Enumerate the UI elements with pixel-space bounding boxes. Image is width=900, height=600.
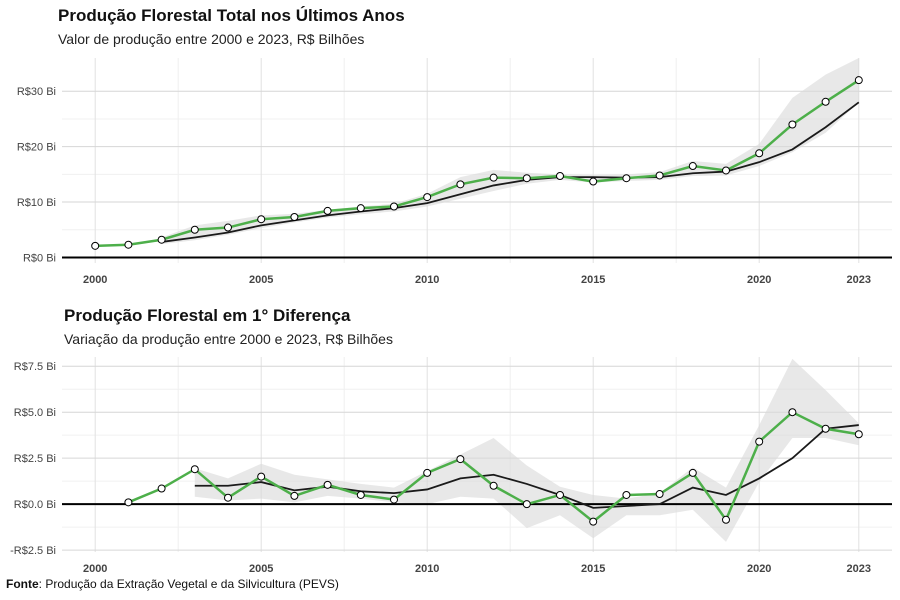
chart-1-point — [91, 241, 100, 250]
chart-1-point — [655, 171, 664, 180]
chart-1-x-tick-label: 2023 — [847, 274, 871, 286]
chart-2-point — [788, 408, 797, 417]
chart-2-point — [124, 498, 133, 507]
chart-1-point — [688, 162, 697, 171]
chart-1-point — [323, 206, 332, 215]
chart-2-x-tick-label: 2005 — [249, 563, 273, 575]
chart-1-point — [157, 235, 166, 244]
chart-1-point — [190, 225, 199, 234]
chart-2-point — [323, 480, 332, 489]
chart-1-title: Produção Florestal Total nos Últimos Ano… — [58, 6, 405, 25]
chart-1-point — [224, 223, 232, 232]
chart-1-point — [124, 240, 133, 249]
chart-2-point — [157, 484, 166, 493]
chart-2-point — [224, 493, 232, 502]
chart-1-point — [854, 76, 863, 85]
chart-2-y-tick-label: R$2.5 Bi — [14, 453, 56, 465]
chart-2-point — [190, 465, 199, 474]
chart-2-smoothed-line — [194, 424, 859, 509]
chart-1-plot: R$0 Bi R$10 Bi R$20 Bi R$30 Bi 2000 2005 2010 2… — [17, 58, 892, 286]
chart-2-point — [489, 481, 498, 490]
chart-2-y-tick-label: R$0.0 Bi — [14, 499, 56, 511]
chart-1-point — [456, 180, 465, 189]
chart-1-point — [390, 202, 398, 211]
chart-2-y-tick-label: R$5.0 Bi — [14, 407, 56, 419]
chart-1-x-tick-label: 2015 — [581, 274, 605, 286]
chart-1-x-tick-label: 2005 — [249, 274, 273, 286]
chart-2-point — [556, 490, 564, 499]
chart-1-point — [622, 174, 631, 183]
chart-1-point — [722, 166, 730, 175]
chart-1-y-tick-label: R$0 Bi — [23, 252, 56, 264]
chart-1-x-tick-label: 2010 — [415, 274, 439, 286]
chart-1-y-tick-label: R$20 Bi — [17, 142, 56, 154]
chart-2-point — [688, 468, 697, 477]
chart-1-x-tick-label: 2020 — [747, 274, 771, 286]
chart-2-point — [854, 430, 863, 439]
source-note: Fonte: Produção da Extração Vegetal e da… — [6, 577, 339, 591]
chart-2-y-tick-label: R$7.5 Bi — [14, 361, 56, 373]
chart-1-point — [423, 193, 432, 202]
chart-2-title: Produção Florestal em 1° Diferença — [64, 306, 351, 325]
chart-1-y-tick-label: R$10 Bi — [17, 197, 56, 209]
chart-1-point — [356, 204, 365, 213]
chart-2-point — [356, 490, 365, 499]
chart-2-point — [622, 490, 631, 499]
chart-2-point — [390, 495, 398, 504]
chart-1-point — [489, 173, 498, 182]
chart-2-y-tick-label: -R$2.5 Bi — [10, 545, 56, 557]
chart-2-point — [456, 455, 465, 464]
chart-2-point — [522, 500, 531, 509]
chart-2-x-tick-label: 2010 — [415, 563, 439, 575]
source-text: : Produção da Extração Vegetal e da Silv… — [38, 577, 339, 591]
chart-1-point — [522, 174, 531, 183]
chart-2-point — [755, 437, 764, 446]
chart-1-point — [755, 149, 764, 158]
chart-2-point — [423, 468, 432, 477]
chart-1-smoothed-line — [161, 101, 860, 243]
source-label: Fonte — [6, 577, 39, 591]
chart-2-x-tick-label: 2020 — [747, 563, 771, 575]
chart-1-point — [821, 97, 830, 106]
chart-1-point — [556, 172, 564, 181]
chart-2-x-tick-label: 2000 — [83, 563, 107, 575]
chart-1-point — [290, 213, 299, 222]
chart-2-point — [257, 472, 266, 481]
chart-1-point — [257, 215, 266, 224]
chart-2-point — [722, 515, 730, 524]
chart-1-point — [589, 177, 598, 186]
chart-2-subtitle: Variação da produção entre 2000 e 2023, … — [64, 331, 393, 347]
chart-2-point — [655, 490, 664, 499]
chart-2-x-tick-label: 2023 — [847, 563, 871, 575]
chart-1-x-tick-label: 2000 — [83, 274, 107, 286]
chart-1-point — [788, 120, 797, 129]
chart-1-observed-line — [95, 79, 860, 248]
chart-1-subtitle: Valor de produção entre 2000 e 2023, R$ … — [58, 31, 365, 47]
chart-2-point — [589, 517, 598, 526]
chart-2-x-tick-label: 2015 — [581, 563, 605, 575]
chart-2-point — [821, 424, 830, 433]
chart-1-y-tick-label: R$30 Bi — [17, 86, 56, 98]
chart-2-point — [290, 491, 299, 500]
